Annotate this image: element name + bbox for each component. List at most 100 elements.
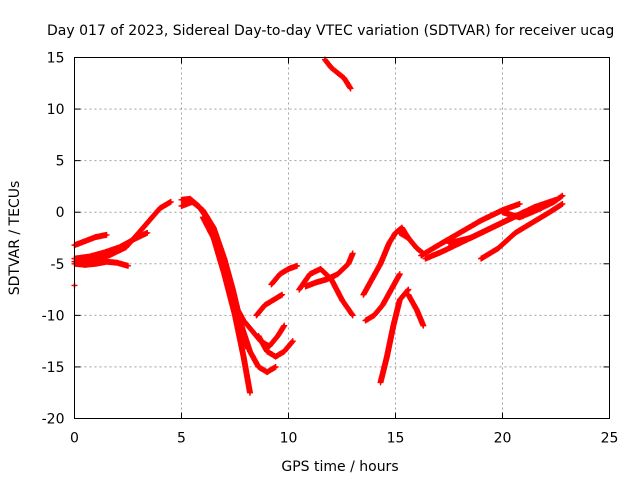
data-point (340, 298, 344, 302)
data-point (126, 264, 130, 268)
y-tick-label: 10 (47, 102, 65, 118)
data-point (298, 288, 301, 291)
data-point (257, 365, 260, 369)
data-point (347, 262, 350, 265)
x-tick-label: 0 (70, 431, 79, 447)
data-point (291, 339, 294, 343)
y-tick-label: -10 (42, 308, 65, 324)
series-arc-14 (302, 250, 356, 290)
data-point (561, 202, 564, 206)
data-point (514, 231, 517, 235)
data-point (242, 355, 245, 358)
tick-layer (74, 57, 610, 419)
data-point (137, 231, 140, 235)
data-point (84, 239, 87, 243)
data-point (255, 314, 258, 317)
data-point (325, 278, 329, 281)
data-markers (199, 214, 253, 396)
y-tick-label: -20 (42, 412, 65, 428)
data-markers (268, 262, 301, 288)
series-arc-24 (478, 200, 566, 262)
x-tick-label: 25 (601, 431, 619, 447)
data-point (422, 324, 425, 327)
data-point (250, 329, 254, 333)
data-point (191, 200, 194, 204)
data-point (146, 231, 149, 235)
data-point (319, 267, 322, 271)
data-point (407, 288, 410, 291)
x-tick-label: 5 (177, 431, 186, 447)
data-point (323, 58, 327, 61)
data-point (201, 208, 205, 212)
x-axis-label: GPS time / hours (281, 459, 398, 475)
data-point (283, 350, 286, 353)
data-point (415, 247, 419, 250)
data-point (390, 288, 393, 291)
data-point (370, 278, 374, 281)
data-point (398, 231, 401, 235)
data-point (533, 205, 536, 209)
data-point (180, 198, 183, 202)
series-arc-16 (360, 224, 412, 298)
data-point (497, 247, 500, 250)
data-point (84, 263, 87, 267)
data-point (441, 250, 444, 253)
data-point (458, 231, 461, 235)
data-point (469, 236, 472, 240)
data-point (265, 350, 269, 353)
grid-layer (74, 57, 610, 419)
data-point (263, 303, 267, 307)
data-point (407, 293, 410, 296)
data-point (419, 254, 423, 257)
series-arc-8 (199, 214, 253, 396)
data-point (552, 200, 556, 204)
data-point (280, 293, 284, 296)
data-point (242, 319, 245, 322)
data-point (381, 303, 384, 307)
data-point (385, 355, 389, 358)
x-tick-label: 10 (280, 431, 298, 447)
series-arc-21 (418, 200, 523, 259)
data-point (479, 219, 483, 222)
data-point (351, 314, 354, 317)
data-point (407, 236, 410, 240)
data-point (201, 216, 205, 219)
data-layer (71, 56, 566, 396)
data-point (105, 233, 108, 237)
data-point (244, 345, 247, 348)
data-markers (418, 200, 523, 259)
data-point (133, 237, 136, 241)
data-point (535, 208, 538, 212)
data-point (330, 66, 333, 70)
data-point (392, 324, 395, 327)
y-tick-label: -5 (51, 257, 65, 273)
data-point (223, 272, 226, 276)
data-markers (478, 200, 566, 262)
series-arc-19 (405, 291, 427, 329)
data-point (257, 334, 260, 338)
data-point (437, 244, 440, 247)
data-point (479, 257, 483, 260)
y-tick-label: 0 (56, 205, 65, 221)
data-point (308, 272, 312, 276)
x-tick-label: 20 (494, 431, 512, 447)
data-point (342, 76, 346, 80)
data-point (518, 202, 521, 206)
data-point (107, 254, 110, 257)
data-point (268, 345, 271, 348)
series-arc-25 (499, 192, 566, 221)
data-point (248, 350, 252, 353)
data-markers (71, 231, 110, 249)
data-point (364, 319, 367, 322)
data-point (272, 298, 275, 302)
data-point (315, 281, 318, 284)
data-markers (296, 265, 356, 319)
data-point (287, 267, 290, 271)
data-point (394, 231, 397, 235)
data-point (248, 391, 252, 394)
chart-title: Day 017 of 2023, Sidereal Day-to-day VTE… (47, 23, 614, 39)
series-arc-1 (71, 231, 110, 249)
data-point (274, 365, 277, 369)
data-point (372, 314, 376, 317)
data-point (351, 252, 354, 255)
